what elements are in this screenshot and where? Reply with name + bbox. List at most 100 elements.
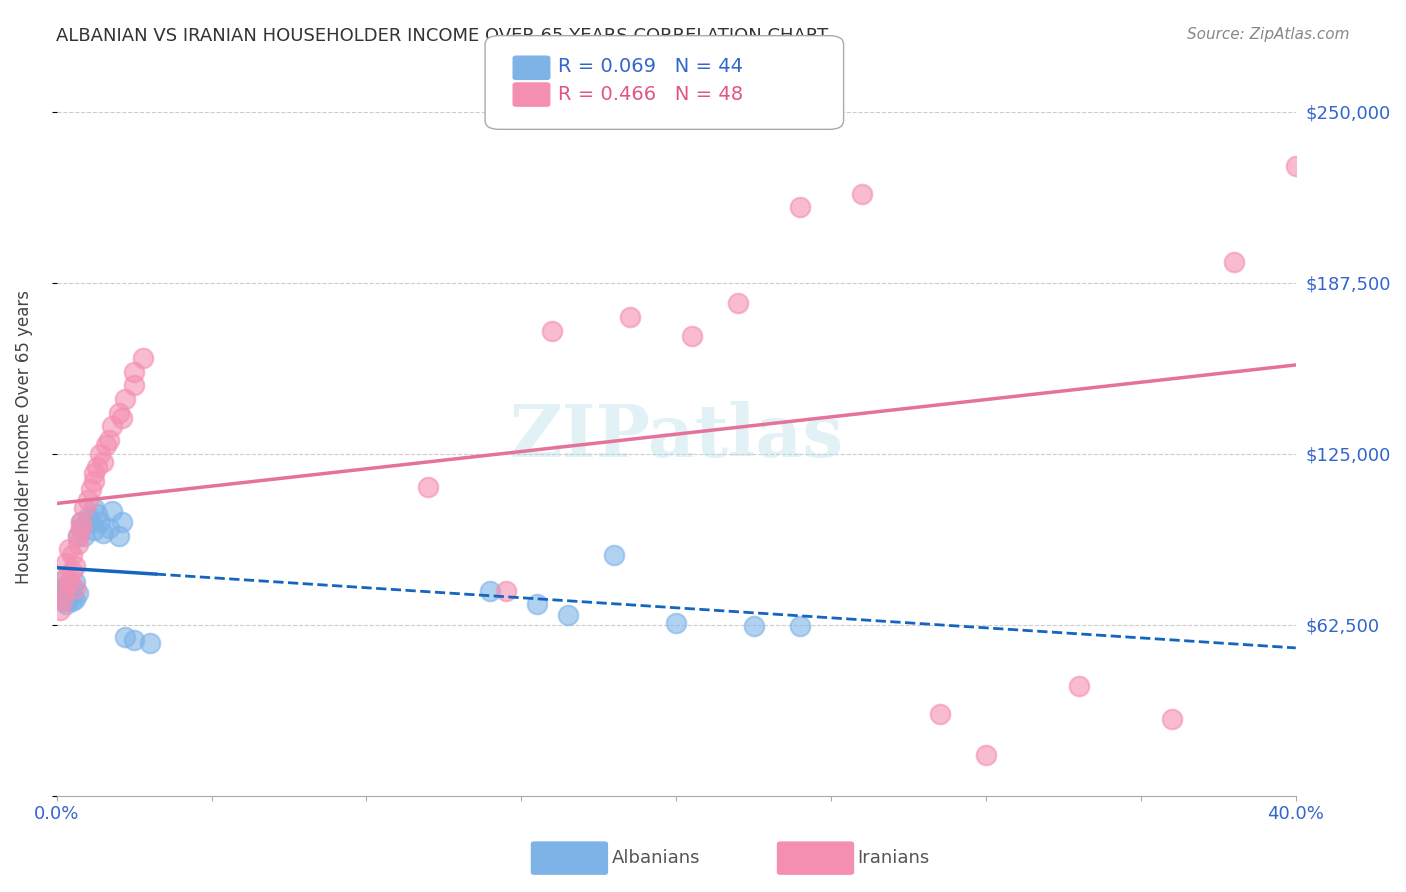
- Point: [52, 591, 75, 606]
- Text: Source: ZipAtlas.com: Source: ZipAtlas.com: [1187, 27, 1350, 42]
- Point: [80, 515, 103, 529]
- Point: [1331, 242, 1354, 256]
- Point: [52, 586, 75, 600]
- Point: [58, 542, 80, 557]
- Point: [58, 591, 80, 606]
- Point: [541, 324, 564, 338]
- Point: [1285, 160, 1308, 174]
- Point: [122, 632, 145, 647]
- Point: [107, 406, 129, 420]
- Point: [58, 583, 80, 598]
- Point: [742, 619, 765, 633]
- Text: Albanians: Albanians: [612, 849, 700, 867]
- Point: [974, 747, 997, 762]
- Point: [55, 586, 77, 600]
- Point: [526, 597, 548, 611]
- Point: [665, 616, 688, 631]
- Point: [86, 507, 108, 521]
- Point: [727, 296, 749, 310]
- Point: [122, 378, 145, 392]
- Point: [111, 515, 134, 529]
- Point: [91, 455, 114, 469]
- Point: [83, 501, 105, 516]
- Point: [55, 583, 77, 598]
- Point: [73, 529, 96, 543]
- Point: [122, 365, 145, 379]
- Text: R = 0.069   N = 44: R = 0.069 N = 44: [558, 57, 744, 77]
- Point: [91, 526, 114, 541]
- Y-axis label: Householder Income Over 65 years: Householder Income Over 65 years: [15, 290, 32, 583]
- Point: [98, 433, 121, 447]
- Point: [76, 493, 98, 508]
- Text: R = 0.466   N = 48: R = 0.466 N = 48: [558, 85, 744, 104]
- Point: [98, 520, 121, 534]
- Point: [132, 351, 155, 365]
- Point: [70, 515, 93, 529]
- Point: [1347, 214, 1369, 228]
- Point: [111, 411, 134, 425]
- Point: [67, 529, 90, 543]
- Point: [63, 581, 86, 595]
- Point: [48, 602, 70, 616]
- Point: [96, 438, 118, 452]
- Point: [63, 591, 86, 606]
- Point: [789, 201, 811, 215]
- Point: [101, 504, 124, 518]
- Point: [1067, 679, 1090, 693]
- Point: [55, 597, 77, 611]
- Point: [55, 570, 77, 584]
- Point: [851, 186, 873, 201]
- Point: [114, 392, 136, 406]
- Point: [928, 706, 950, 721]
- Point: [60, 594, 83, 608]
- Point: [73, 501, 96, 516]
- Point: [603, 548, 626, 562]
- Point: [63, 558, 86, 573]
- Point: [60, 589, 83, 603]
- Point: [60, 565, 83, 579]
- Point: [67, 529, 90, 543]
- Point: [789, 619, 811, 633]
- Point: [70, 515, 93, 529]
- Point: [1223, 255, 1246, 269]
- Point: [60, 581, 83, 595]
- Point: [557, 608, 579, 623]
- Point: [89, 515, 111, 529]
- Point: [52, 583, 75, 598]
- Text: Iranians: Iranians: [858, 849, 929, 867]
- Point: [76, 509, 98, 524]
- Point: [52, 594, 75, 608]
- Point: [681, 329, 703, 343]
- Point: [80, 483, 103, 497]
- Point: [114, 630, 136, 644]
- Point: [52, 589, 75, 603]
- Point: [48, 583, 70, 598]
- Point: [55, 589, 77, 603]
- Point: [52, 581, 75, 595]
- Point: [89, 447, 111, 461]
- Point: [101, 419, 124, 434]
- Point: [58, 575, 80, 590]
- Point: [70, 520, 93, 534]
- Point: [70, 520, 93, 534]
- Point: [48, 591, 70, 606]
- Point: [479, 583, 502, 598]
- Point: [619, 310, 641, 324]
- Point: [86, 460, 108, 475]
- Text: ZIPatlas: ZIPatlas: [509, 401, 844, 472]
- Point: [83, 474, 105, 488]
- Text: ALBANIAN VS IRANIAN HOUSEHOLDER INCOME OVER 65 YEARS CORRELATION CHART: ALBANIAN VS IRANIAN HOUSEHOLDER INCOME O…: [56, 27, 828, 45]
- Point: [67, 537, 90, 551]
- Point: [48, 575, 70, 590]
- Point: [107, 529, 129, 543]
- Point: [83, 524, 105, 538]
- Point: [83, 466, 105, 480]
- Point: [138, 635, 160, 649]
- Point: [63, 575, 86, 590]
- Point: [1160, 712, 1182, 726]
- Point: [67, 586, 90, 600]
- Point: [55, 556, 77, 570]
- Point: [418, 479, 440, 493]
- Point: [60, 548, 83, 562]
- Point: [495, 583, 517, 598]
